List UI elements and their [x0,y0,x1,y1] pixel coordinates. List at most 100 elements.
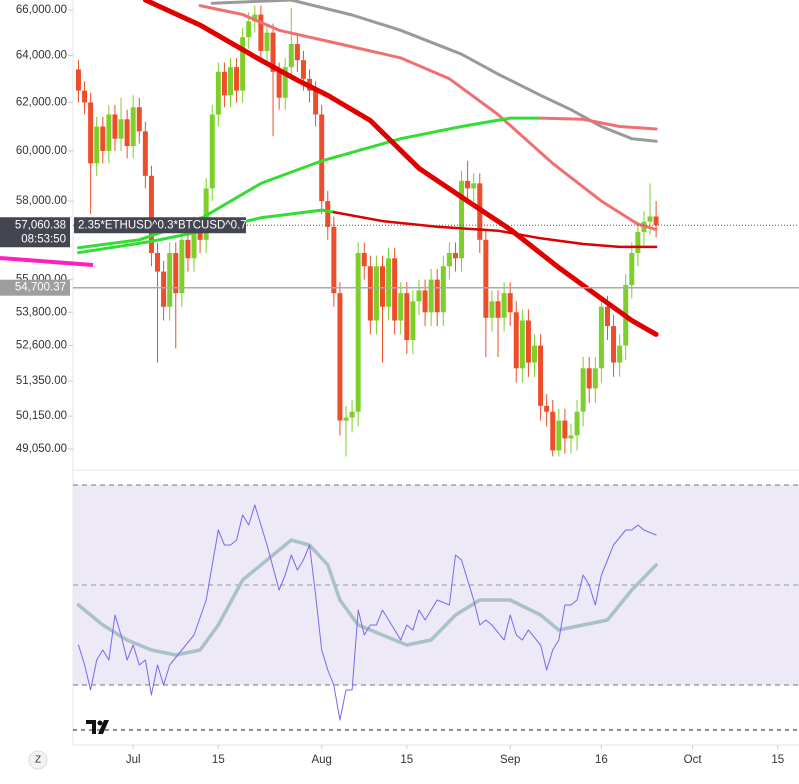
candle-body [483,239,489,318]
candle-body [319,114,325,202]
moving-average [198,4,658,231]
candle-body [513,312,519,369]
candle-body [440,266,446,313]
candle-body [434,279,440,313]
level-label: 54,700.37 [15,282,66,294]
candle-body [197,226,203,240]
last-price-label: 57,060.38 [15,219,66,231]
x-tick-label: Jul [126,754,141,766]
candle-body [325,201,331,227]
candle-body [519,320,525,369]
candle-body [106,114,112,151]
candle-body [386,258,392,307]
symbol-label: 2.35*ETHUSD^0.3*BTCUSD^0.7 [78,219,247,231]
candle-body [604,306,610,327]
candle-body [629,252,635,286]
candle-body [246,21,252,38]
candle-body [428,279,434,313]
candle-body [562,420,568,439]
candle-body [300,60,306,79]
candle-body [349,411,355,418]
candle-body [586,368,592,389]
labels: 66,000.00 64,000.00 62,000.00 60,000.00 58,0… [0,4,784,766]
candle-body [367,266,373,321]
y-tick-label: 49,050.00 [16,443,67,455]
candle-body [617,345,623,363]
candle-body [592,368,598,389]
candle-body [489,301,495,318]
x-tick-label: Sep [500,754,520,766]
candle-body [215,71,221,115]
x-tick-label: 15 [400,754,413,766]
candle-body [568,435,574,439]
candle-body [112,114,118,139]
candle-body [525,320,531,363]
moving-average [142,0,659,337]
candle-body [355,252,361,412]
y-tick-label: 58,000.00 [16,195,67,207]
moving-average [539,116,658,131]
candle-body [501,293,507,318]
y-tick-label: 50,150.00 [16,410,67,422]
candle-body [404,293,410,340]
y-tick-label: 62,000.00 [16,97,67,109]
candle-body [258,14,264,51]
symbol-box [74,217,246,234]
candle-body [446,252,452,267]
candle-body [155,252,161,272]
candle-body [294,44,300,61]
candle-body [465,180,471,189]
candle-body [398,293,404,321]
candle-body [392,258,398,321]
logo-mark [86,720,109,734]
candle-body [185,239,191,259]
candle-body [532,345,538,363]
y-tick-label: 53,800.00 [16,306,67,318]
drawing-stroke [0,256,94,267]
candle-body [574,411,580,436]
candle-body [635,232,641,253]
candle-body [75,69,81,91]
oscillator-line [78,504,657,721]
candle-body [331,226,337,294]
candle-body [647,216,653,222]
logo [86,720,109,734]
x-tick-label: 15 [212,754,225,766]
zoom-button[interactable] [28,750,48,770]
candle-body [282,67,288,98]
candle-body [276,71,282,98]
candle-body [343,417,349,421]
candle-body [100,126,106,151]
moving-average [210,0,658,143]
candle-body [167,252,173,307]
candle-body [227,67,233,96]
candle-body [270,32,276,72]
candle-body [507,293,513,313]
candle-body [142,131,148,176]
candle-body [544,405,550,412]
candle-body [422,290,428,313]
candle-body [416,290,422,302]
candle-body [556,420,562,451]
candle-body [264,32,270,51]
candle-body [580,368,586,412]
logo-dot [97,720,103,726]
candle-body [179,239,185,294]
x-tick-label: 15 [771,754,784,766]
y-tick-label: 64,000.00 [16,50,67,62]
oscillator-line [76,538,658,657]
candle-body [550,411,556,451]
candle-body [124,119,130,147]
y-tick-label: 52,600.00 [16,340,67,352]
candle-body [410,301,416,340]
candle-body [136,107,142,132]
candle-body [598,306,604,369]
zoom-button-label[interactable]: Z [35,755,41,766]
candle-body [379,266,385,307]
candle-body [471,183,477,189]
last-price-box [0,217,70,248]
y-tick-label: 66,000.00 [16,4,67,16]
candle-body [234,67,240,91]
